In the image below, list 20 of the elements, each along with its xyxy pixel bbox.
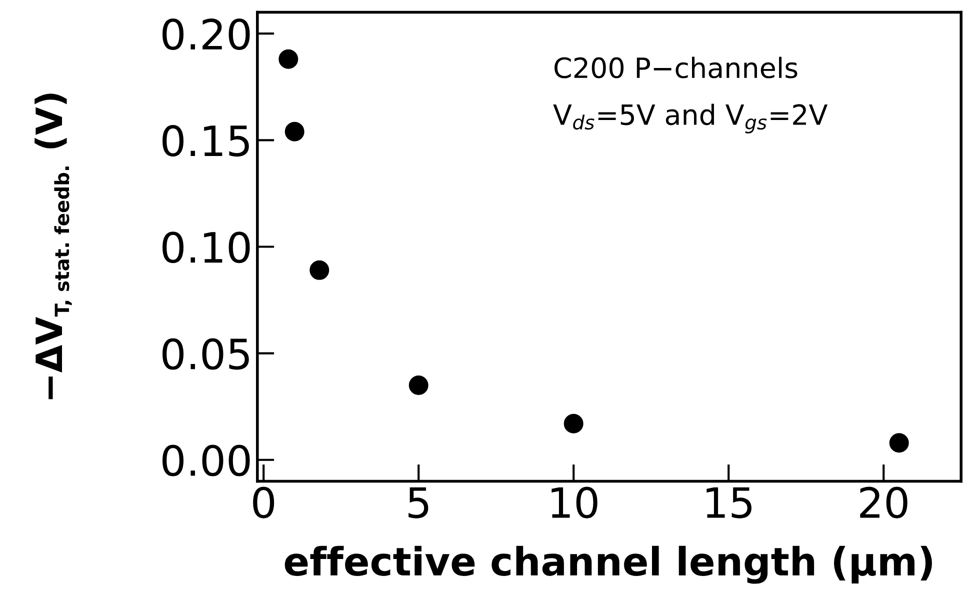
x-tick-label: 10: [552, 486, 598, 518]
annotation: V$_{ds}$=5V and V$_{gs}$=2V: [553, 104, 828, 134]
y-tick-label: 0.15: [162, 125, 249, 157]
x-tick-label: 15: [706, 487, 752, 518]
point: [278, 49, 298, 69]
y-axis-title: −ΔVT, stat. feedb. (V): [34, 94, 72, 400]
x-axis-title: effective channel length (μm): [284, 546, 932, 584]
annotation: C200 P−channels: [554, 56, 798, 78]
point: [889, 433, 909, 453]
y-tick-label: 0.20: [162, 18, 250, 50]
point: [564, 414, 584, 434]
y-tick-label: 0.05: [162, 338, 249, 370]
x-tick-label: 5: [408, 487, 428, 518]
point: [284, 122, 304, 142]
y-tick-label: 0.00: [162, 444, 250, 476]
point: [408, 376, 428, 396]
x-tick-label: 0: [253, 486, 274, 518]
x-tick-label: 20: [860, 486, 908, 518]
y-tick-label: 0.10: [162, 232, 250, 264]
point: [310, 260, 330, 280]
